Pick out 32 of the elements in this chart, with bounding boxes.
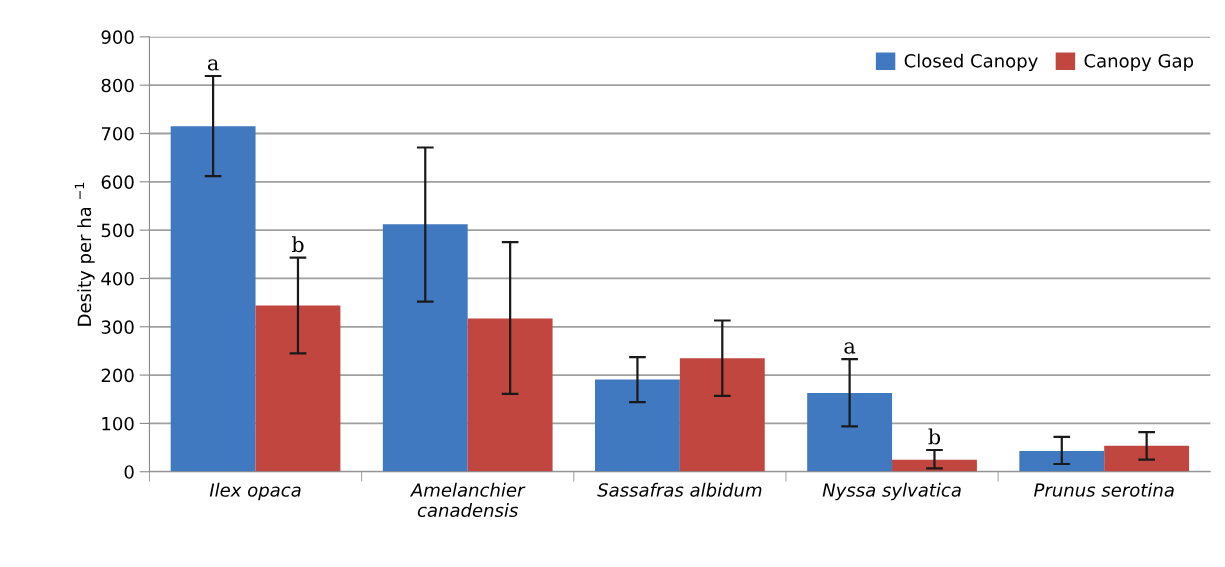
- bar: [1104, 445, 1190, 472]
- bar: [255, 305, 341, 472]
- y-tick-label: 100: [102, 416, 134, 431]
- x-tick-label: Amelanchier canadensis: [410, 482, 526, 518]
- y-tick-label: 300: [101, 320, 134, 334]
- x-tick-label: Sassafras albidum: [597, 482, 762, 497]
- y-tick-label: 800: [101, 78, 134, 93]
- bar: [595, 379, 680, 472]
- legend-label: Closed Canopy: [904, 53, 1038, 72]
- x-tick-label: Prunus serotina: [1034, 482, 1174, 497]
- annotation: b: [291, 236, 304, 253]
- bar: [1019, 450, 1105, 472]
- y-axis-title: Desity per ha $^{−1}$: [74, 182, 95, 326]
- annotation: a: [844, 342, 856, 354]
- x-tick-label: Nyssa sylvatica: [822, 482, 961, 501]
- y-tick-label: 400: [101, 271, 134, 286]
- y-tick-label: 0: [124, 465, 134, 479]
- bar: [382, 224, 468, 472]
- bar: [170, 126, 256, 472]
- y-tick-label: 600: [101, 175, 134, 189]
- bar: [892, 459, 977, 472]
- y-tick-label: 700: [101, 126, 134, 141]
- bar: [679, 358, 765, 472]
- y-tick-label: 900: [101, 30, 134, 44]
- x-tick-label: Ilex opaca: [209, 482, 301, 501]
- y-tick-label: 200: [101, 368, 134, 383]
- bar: [467, 318, 553, 472]
- y-tick-label: 500: [101, 223, 134, 238]
- annotation: a: [207, 59, 219, 71]
- legend-label: Canopy Gap: [1084, 53, 1194, 72]
- annotation: b: [928, 428, 941, 445]
- bar: [807, 392, 893, 472]
